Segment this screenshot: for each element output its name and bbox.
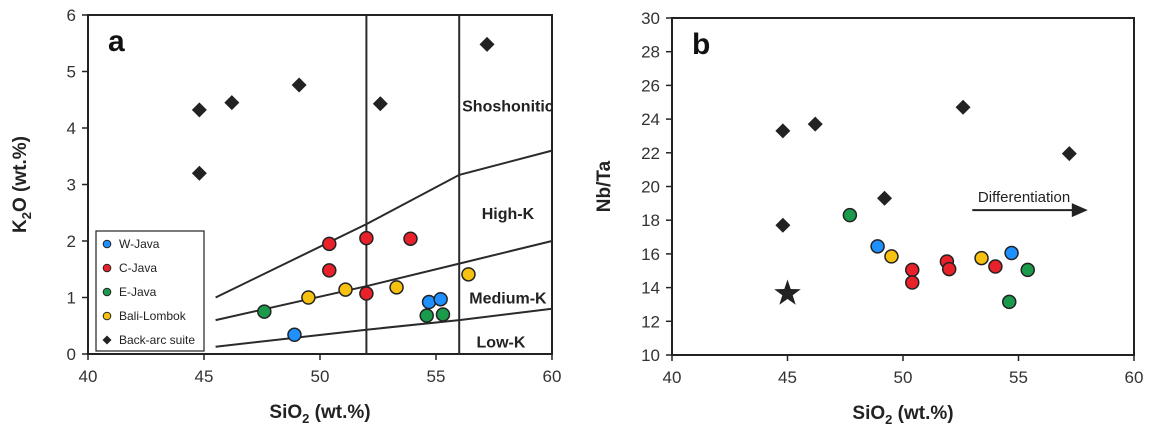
legend-marker [102,239,112,249]
data-point [359,230,374,246]
data-point [191,102,207,118]
data-point [774,279,801,305]
x-axis-label: SiO2 (wt.%) [852,403,953,427]
data-point [807,116,823,132]
field-label: High-K [482,206,535,223]
differentiation-arrow-head [1071,203,1088,218]
y-tick-label: 14 [641,279,660,298]
data-point [877,190,893,206]
legend-entry: E-Java [119,285,157,299]
data-point [301,290,316,305]
data-point [955,99,971,115]
data-point [287,327,302,343]
x-tick-label: 55 [427,367,446,386]
panel-label: b [692,28,710,61]
legend-box [95,230,205,352]
data-point [842,207,858,223]
y-tick-label: 10 [641,346,660,365]
x-axis-label: SiO2 (wt.%) [269,402,370,426]
legend-marker [102,335,112,345]
series-boundary-line [215,149,553,299]
y-tick-label: 5 [67,63,76,82]
legend-marker [102,263,112,273]
data-point [433,291,448,307]
x-tick-label: 45 [195,367,214,386]
x-tick-label: 40 [663,368,682,387]
data-point [224,95,240,111]
data-point [403,231,418,246]
y-tick-label: 2 [67,232,76,251]
data-point [419,308,434,323]
y-axis-label: Nb/Ta [594,160,615,212]
legend-marker [102,311,112,321]
y-tick-label: 28 [641,43,660,62]
differentiation-label: Differentiation [978,189,1070,206]
y-tick-label: 6 [67,6,76,25]
data-point [1002,294,1017,310]
y-tick-label: 16 [641,245,660,264]
panel-label: a [108,25,125,58]
legend-entry: W-Java [119,237,160,251]
x-tick-label: 50 [894,368,913,387]
data-point [421,294,437,310]
plot-frame [671,17,1135,356]
field-label: Shoshonitic [462,98,554,115]
data-point [372,96,388,112]
panel-b: 40 45 50 55 60 10 12 14 16 18 20 22 24 26 28 30 SiO2 (wt… [594,9,1143,427]
y-tick-label: 24 [641,110,660,129]
data-point [338,282,353,297]
data-point [191,165,207,181]
field-label: Medium-K [469,291,547,308]
x-tick-label: 55 [1009,368,1028,387]
data-point [775,123,791,139]
y-tick-label: 18 [641,211,660,230]
data-point [435,307,451,322]
data-point [257,304,272,319]
data-point [1061,146,1077,162]
y-axis-label: K2O (wt.%) [10,136,34,233]
data-point [322,236,337,252]
x-tick-label: 45 [778,368,797,387]
data-point [291,77,307,93]
y-tick-label: 26 [641,76,660,95]
data-point [1004,245,1019,261]
legend-entry: C-Java [119,261,157,275]
x-tick-label: 60 [1125,368,1144,387]
field-label: Low-K [477,335,526,352]
data-point [941,261,957,277]
data-point [775,217,791,233]
data-point [461,267,476,282]
data-point [884,249,899,264]
data-point [322,263,337,278]
y-tick-label: 1 [67,289,76,308]
data-point [870,239,885,254]
series-boundary-line [215,240,553,322]
data-point [389,280,404,295]
y-tick-label: 3 [67,176,76,195]
y-tick-label: 4 [67,119,76,138]
data-point [904,262,920,278]
y-tick-label: 22 [641,144,660,163]
x-tick-label: 60 [543,367,562,386]
data-point [1020,262,1035,278]
legend-marker [102,287,112,297]
data-point [974,250,989,266]
y-tick-label: 30 [641,9,660,28]
data-point [359,286,374,301]
y-tick-label: 20 [641,178,660,197]
data-point [904,275,920,290]
data-point [479,36,495,52]
legend-entry: Back-arc suite [119,333,195,347]
y-tick-label: 12 [641,312,660,331]
data-point [988,259,1003,274]
y-tick-label: 0 [67,345,76,364]
x-tick-label: 40 [79,367,98,386]
x-tick-label: 50 [311,367,330,386]
legend-entry: Bali-Lombok [119,309,187,323]
